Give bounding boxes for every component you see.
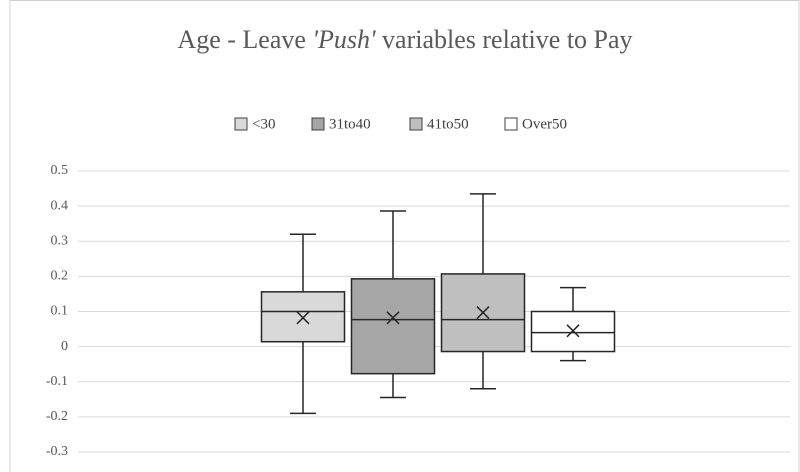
title-part: variables relative to Pay — [376, 25, 633, 54]
y-tick-label: 0.1 — [51, 304, 69, 319]
title-part: 'Push' — [312, 25, 376, 54]
y-tick-label: -0.2 — [46, 409, 68, 424]
y-tick-label: 0.5 — [51, 163, 69, 178]
y-tick-label: -0.3 — [46, 444, 68, 459]
y-tick-label: -0.1 — [46, 374, 68, 389]
mean-marker — [566, 324, 580, 338]
legend-label: 41to50 — [427, 116, 469, 132]
box — [530, 310, 616, 353]
mean-marker — [386, 311, 400, 325]
box — [350, 278, 436, 375]
legend-label: 31to40 — [329, 116, 371, 132]
legend-label: Over50 — [522, 116, 567, 132]
y-tick-label: 0.2 — [51, 269, 69, 284]
legend-swatch — [504, 117, 518, 131]
legend-swatch — [409, 117, 423, 131]
legend-swatch — [311, 117, 325, 131]
legend-label: <30 — [252, 116, 275, 132]
title-part: Age - Leave — [177, 25, 312, 54]
mean-marker — [476, 306, 490, 320]
y-tick-label: 0 — [61, 339, 68, 354]
chart-frame — [9, 0, 800, 472]
y-tick-label: 0.3 — [51, 233, 69, 248]
y-tick-label: 0.4 — [51, 198, 69, 213]
mean-marker — [296, 311, 310, 325]
chart-title: Age - Leave 'Push' variables relative to… — [177, 25, 632, 54]
legend-swatch — [234, 117, 248, 131]
